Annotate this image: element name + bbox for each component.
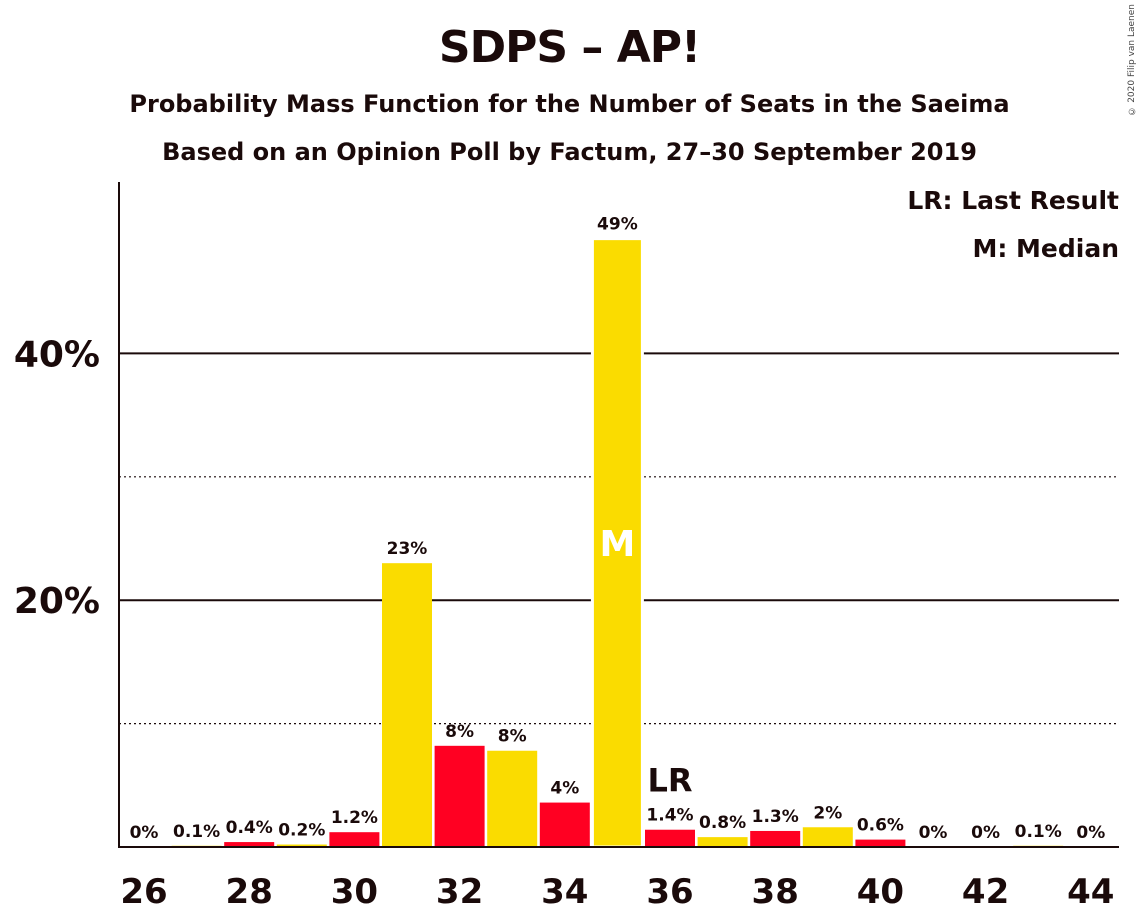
x-tick-label: 32 [436, 872, 483, 912]
x-tick-label: 30 [331, 872, 378, 912]
data-label-seat-39: 2% [813, 803, 842, 823]
data-label-seat-41: 0% [919, 823, 948, 843]
x-tick-label: 36 [646, 872, 693, 912]
chart-subtitle: Probability Mass Function for the Number… [129, 90, 1010, 118]
y-tick-label: 40% [14, 334, 100, 375]
data-label-seat-42: 0% [971, 823, 1000, 843]
data-label-seat-43: 0.1% [1015, 822, 1062, 842]
copyright-notice: © 2020 Filip van Laenen [1127, 4, 1137, 116]
data-label-seat-38: 1.3% [752, 807, 799, 827]
bar-seat-37 [697, 837, 748, 847]
data-label-seat-36: 1.4% [646, 806, 693, 826]
data-label-seat-33: 8% [498, 727, 527, 747]
x-tick-label: 38 [752, 872, 799, 912]
data-label-seat-44: 0% [1076, 823, 1105, 843]
bar-seat-39 [802, 827, 853, 847]
legend-last-result: LR: Last Result [907, 186, 1119, 215]
data-label-seat-27: 0.1% [173, 822, 220, 842]
x-tick-label: 26 [120, 872, 167, 912]
chart-source-subtitle: Based on an Opinion Poll by Factum, 27–3… [162, 138, 977, 166]
bar-seat-38 [750, 830, 801, 847]
legend-median: M: Median [972, 234, 1119, 263]
bar-seat-36 [645, 829, 695, 847]
x-tick-label: 34 [541, 872, 588, 912]
data-label-seat-28: 0.4% [226, 818, 273, 838]
bar-seat-31 [382, 563, 432, 847]
bar-seat-29 [276, 844, 327, 847]
x-tick-label: 40 [857, 872, 904, 912]
bar-seat-40 [855, 839, 906, 847]
bar-seat-33 [487, 750, 538, 847]
data-label-seat-29: 0.2% [278, 821, 325, 841]
data-label-seat-34: 4% [550, 779, 579, 799]
median-marker: M [599, 524, 635, 565]
data-label-seat-35: 49% [597, 215, 638, 235]
y-tick-label: 20% [14, 581, 100, 622]
data-label-seat-37: 0.8% [699, 813, 746, 833]
data-label-seat-40: 0.6% [857, 816, 904, 836]
bar-seat-30 [329, 832, 380, 847]
bar-seat-32 [434, 745, 485, 847]
data-label-seat-26: 0% [130, 823, 159, 843]
last-result-marker: LR [647, 762, 692, 800]
x-tick-label: 44 [1067, 872, 1114, 912]
bar-seat-28 [224, 842, 275, 847]
x-tick-label: 42 [962, 872, 1009, 912]
data-label-seat-30: 1.2% [331, 808, 378, 828]
bar-seat-34 [539, 802, 590, 847]
x-tick-label: 28 [226, 872, 273, 912]
data-label-seat-32: 8% [445, 722, 474, 742]
data-label-seat-31: 23% [387, 539, 428, 559]
chart-title: SDPS – AP! [438, 22, 701, 73]
